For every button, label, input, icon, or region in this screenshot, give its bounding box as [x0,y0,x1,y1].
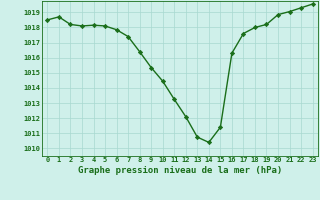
X-axis label: Graphe pression niveau de la mer (hPa): Graphe pression niveau de la mer (hPa) [78,166,282,175]
